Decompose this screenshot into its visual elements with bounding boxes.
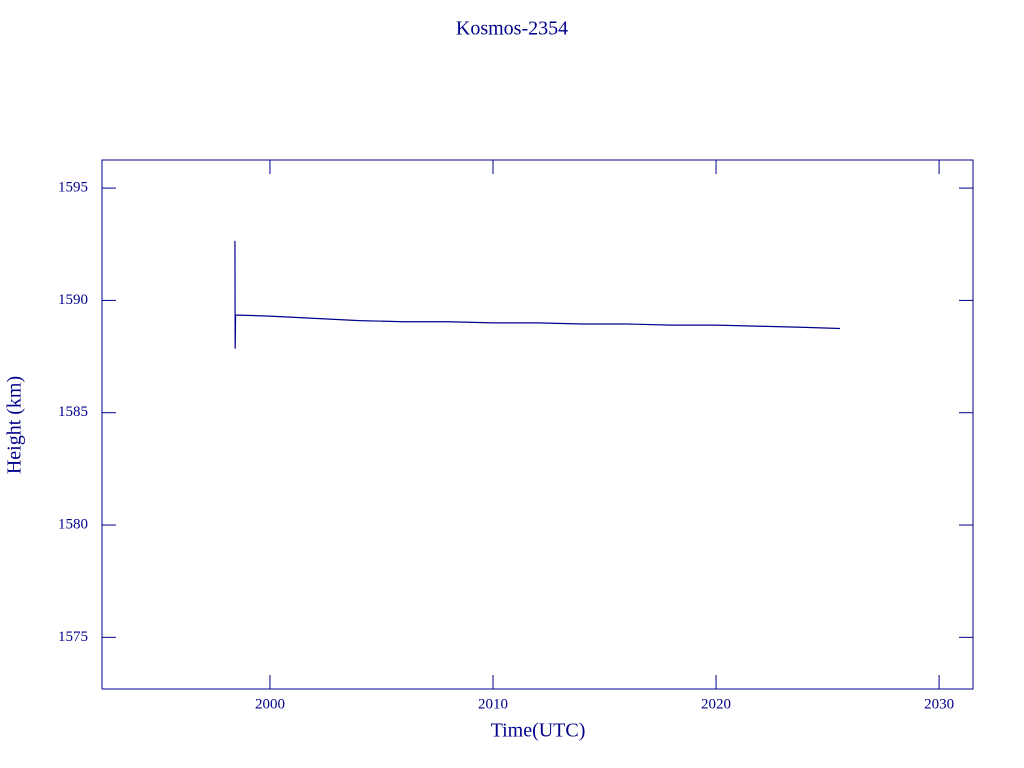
y-tick-label: 1590 — [58, 292, 88, 308]
x-tick-label: 2030 — [924, 696, 954, 712]
y-tick-label: 1575 — [58, 629, 88, 645]
x-tick-label: 2010 — [478, 696, 508, 712]
y-axis-label: Height (km) — [4, 376, 26, 474]
y-tick-label: 1595 — [58, 180, 88, 196]
chart-title: Kosmos-2354 — [456, 18, 568, 40]
x-tick-label: 2000 — [255, 696, 285, 712]
x-axis-label: Time(UTC) — [491, 720, 586, 742]
y-tick-label: 1580 — [58, 516, 88, 532]
data-line — [234, 240, 841, 349]
x-tick-label: 2020 — [701, 696, 731, 712]
y-tick-label: 1585 — [58, 404, 88, 420]
plot-frame — [101, 159, 974, 690]
